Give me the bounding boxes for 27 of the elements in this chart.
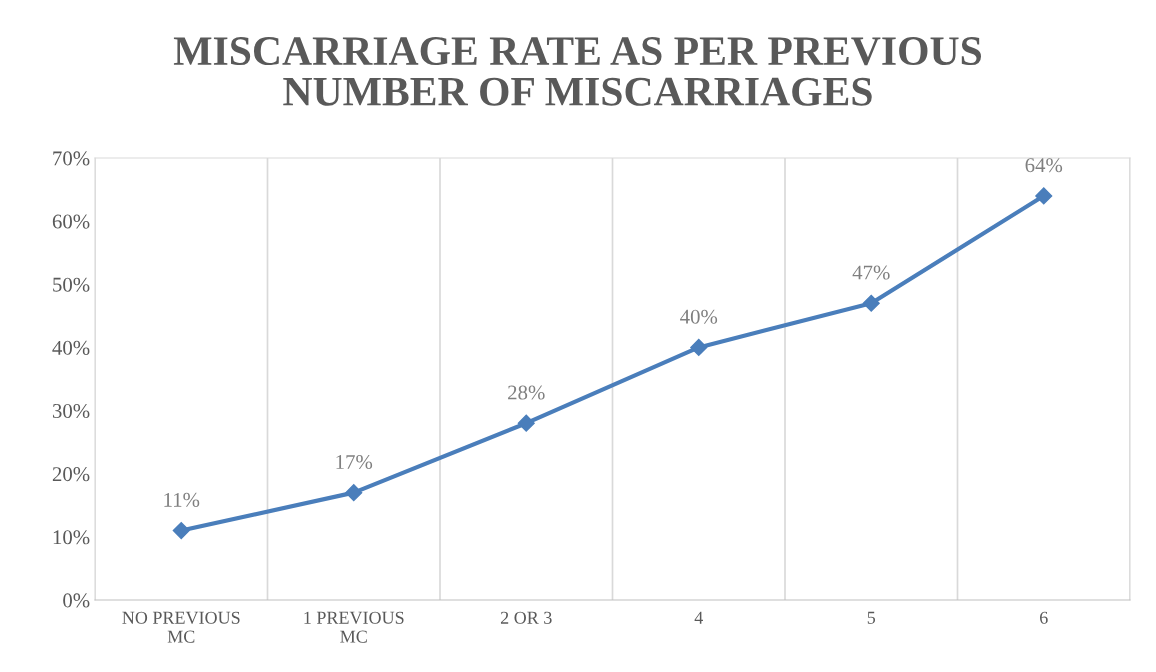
x-tick-label: 6 [1040, 611, 1048, 624]
point [1035, 187, 1053, 205]
x-tick-label: 1 PREVIOUS MC [304, 611, 404, 643]
data-label: 40% [680, 309, 718, 324]
point [172, 521, 190, 540]
point [862, 294, 880, 312]
data-label: 64% [1025, 158, 1063, 173]
x-tick-label: 5 [867, 611, 876, 624]
y-tick-label: 20% [52, 467, 90, 482]
x-tick-label: 4 [694, 611, 703, 624]
y-tick-label: 50% [53, 277, 90, 292]
y-tick-label: 70% [53, 151, 90, 166]
x-tick-label: NO PREVIOUS MC [122, 611, 240, 643]
data-label: 11% [164, 492, 200, 507]
point [517, 414, 535, 432]
point [690, 338, 708, 356]
data-label: 28% [508, 385, 545, 400]
y-tick-label: 40% [52, 340, 90, 355]
point [345, 484, 363, 502]
y-tick-label: 30% [52, 403, 90, 419]
y-tick-label: 10% [53, 530, 90, 545]
y-tick-label: 0% [63, 593, 90, 608]
chart-title: MISCARRIAGE RATE AS PER PREVIOUS NUMBER OF MISCARRIAGES [173, 37, 981, 106]
y-tick-label: 60% [52, 214, 90, 229]
x-tick-label: 2 OR 3 [500, 611, 552, 624]
data-label: 47% [852, 265, 890, 280]
data-label: 17% [336, 454, 373, 470]
